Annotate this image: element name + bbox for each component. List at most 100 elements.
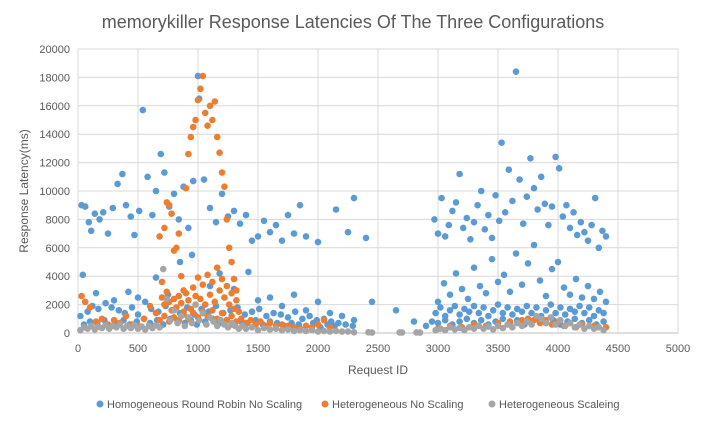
- data-point: [161, 312, 168, 320]
- data-point: [410, 318, 418, 325]
- data-point: [523, 302, 531, 310]
- data-point: [504, 321, 511, 328]
- data-point: [131, 231, 138, 239]
- data-point: [182, 289, 190, 297]
- data-point: [170, 295, 178, 303]
- data-point: [182, 184, 190, 192]
- data-point: [585, 322, 593, 330]
- data-point: [523, 318, 531, 325]
- data-point: [596, 288, 604, 296]
- data-point: [441, 326, 449, 334]
- data-point: [474, 201, 481, 209]
- data-point: [152, 274, 160, 281]
- data-point: [584, 237, 592, 244]
- data-point: [216, 149, 223, 156]
- data-point: [485, 312, 492, 320]
- data-point: [92, 318, 100, 325]
- data-point: [175, 292, 183, 300]
- x-tick-label: 2000: [306, 343, 330, 355]
- data-point: [248, 324, 256, 331]
- data-point: [206, 102, 214, 110]
- data-point: [485, 211, 492, 219]
- data-point: [161, 169, 168, 176]
- data-point: [560, 284, 568, 291]
- legend-item-2: Heterogeneous No Scaling: [321, 399, 463, 411]
- data-point: [284, 326, 292, 333]
- data-point: [500, 271, 508, 279]
- data-point: [134, 294, 142, 301]
- data-point: [212, 218, 220, 226]
- data-point: [209, 307, 216, 314]
- data-point: [211, 298, 219, 306]
- data-point: [233, 297, 240, 304]
- data-point: [537, 315, 545, 323]
- data-point: [438, 194, 445, 202]
- data-point: [221, 294, 228, 301]
- data-point: [156, 233, 163, 240]
- data-point: [216, 287, 223, 294]
- data-point: [541, 200, 549, 208]
- data-point: [81, 298, 89, 306]
- data-point: [187, 133, 195, 141]
- data-point: [422, 322, 430, 330]
- data-point: [108, 304, 115, 311]
- data-point: [209, 116, 216, 124]
- data-point: [192, 116, 199, 124]
- data-point: [277, 311, 285, 318]
- data-point: [203, 321, 210, 328]
- data-point: [542, 292, 550, 300]
- data-point: [185, 150, 192, 158]
- data-point: [260, 324, 268, 332]
- data-point: [99, 209, 107, 216]
- data-point: [572, 275, 580, 283]
- data-point: [518, 281, 526, 289]
- data-point: [428, 318, 436, 325]
- data-point: [247, 316, 255, 324]
- data-point: [189, 309, 197, 317]
- data-point: [542, 319, 550, 327]
- data-point: [350, 316, 358, 324]
- data-point: [566, 305, 574, 313]
- data-point: [263, 312, 270, 320]
- data-point: [266, 228, 274, 236]
- data-point: [218, 275, 226, 283]
- data-point: [146, 302, 154, 310]
- data-point: [445, 221, 453, 229]
- data-point: [533, 304, 540, 311]
- data-point: [545, 221, 552, 229]
- data-point: [342, 321, 349, 328]
- data-point: [278, 237, 286, 244]
- data-point: [168, 210, 175, 217]
- data-point: [209, 278, 216, 286]
- data-point: [585, 304, 593, 311]
- data-point: [185, 224, 192, 232]
- y-tick-label: 18000: [39, 72, 70, 84]
- data-point: [225, 244, 233, 252]
- data-point: [248, 237, 256, 244]
- data-point: [344, 328, 352, 335]
- data-point: [320, 316, 328, 324]
- data-point: [197, 295, 204, 303]
- legend-label: Homogeneous Round Robin No Scaling: [107, 399, 302, 411]
- data-point: [576, 302, 583, 310]
- data-point: [489, 307, 497, 314]
- data-point: [536, 277, 544, 284]
- data-point: [533, 312, 540, 320]
- data-point: [528, 309, 535, 317]
- legend-marker: [321, 400, 329, 408]
- data-point: [199, 72, 207, 80]
- y-tick-label: 12000: [39, 158, 70, 170]
- data-point: [571, 324, 579, 331]
- data-point: [441, 233, 449, 240]
- data-point: [254, 233, 262, 240]
- data-point: [302, 233, 310, 240]
- data-point: [109, 204, 117, 212]
- data-point: [566, 224, 574, 232]
- data-point: [225, 301, 233, 308]
- data-point: [350, 194, 358, 202]
- series-2: [78, 72, 610, 333]
- data-point: [512, 68, 520, 75]
- legend-item-1: Homogeneous Round Robin No Scaling: [96, 399, 302, 411]
- data-point: [456, 318, 463, 325]
